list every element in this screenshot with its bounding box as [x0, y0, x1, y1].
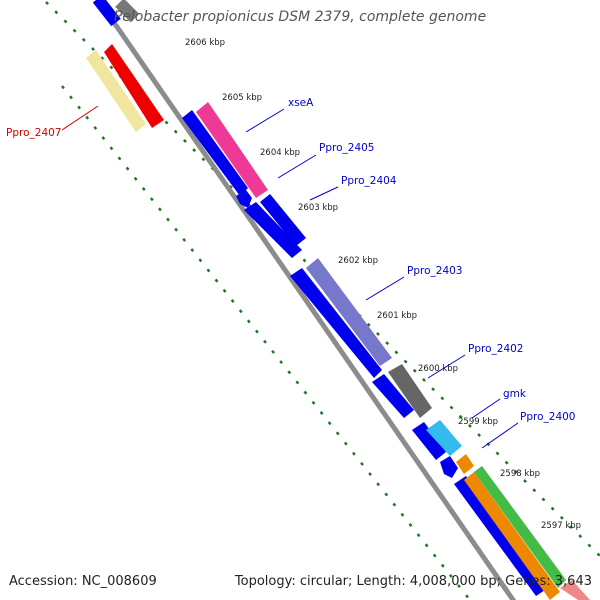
cds-inner-1[interactable] — [182, 110, 248, 196]
feature-pink[interactable] — [560, 580, 590, 600]
map-title: Pelobacter propionicus DSM 2379, complet… — [113, 9, 487, 25]
feature-orange-long[interactable] — [464, 472, 560, 600]
leader-xsea — [245, 108, 285, 133]
leader-gmk — [471, 398, 501, 419]
cds-inner-6[interactable] — [454, 476, 548, 596]
cds-inner-3[interactable] — [290, 268, 382, 378]
genome-backbone — [95, 0, 517, 600]
cds-inner-lane[interactable] — [182, 110, 548, 596]
gene-xsea[interactable] — [196, 102, 268, 198]
label-ppro-2400[interactable]: Ppro_2400 — [520, 411, 575, 423]
ruler-label: 2603 kbp — [298, 203, 338, 213]
label-ppro-2407[interactable]: Ppro_2407 — [6, 127, 61, 139]
leader-ppro-2402 — [427, 354, 466, 379]
gene-ppro-2402[interactable] — [388, 364, 432, 418]
cds-outer-lane[interactable] — [196, 102, 590, 600]
gene-ppro-2407-pale[interactable] — [86, 50, 146, 132]
ruler-label: 2599 kbp — [458, 417, 498, 427]
cds-inner-2[interactable] — [244, 202, 302, 258]
leader-ppro-2407 — [61, 105, 99, 131]
label-ppro-2402[interactable]: Ppro_2402 — [468, 343, 523, 355]
cds-inner-arrow-2[interactable] — [440, 456, 458, 478]
ruler-label: 2598 kbp — [500, 469, 540, 479]
ruler-label: 2606 kbp — [185, 38, 225, 48]
label-gmk[interactable]: gmk — [503, 388, 527, 400]
cds-inner-arrow-1[interactable] — [236, 190, 252, 208]
ruler-label: 2597 kbp — [541, 521, 581, 531]
gene-ppro-2407-red[interactable] — [104, 44, 164, 128]
inner-tick-row — [61, 85, 471, 600]
feature-green[interactable] — [474, 466, 566, 588]
ruler-label: 2600 kbp — [418, 364, 458, 374]
cds-inner-5[interactable] — [412, 422, 446, 460]
accession-text: Accession: NC_008609 — [9, 574, 157, 589]
ruler-label: 2602 kbp — [338, 256, 378, 266]
gene-ppro-2405[interactable] — [260, 194, 306, 246]
gene-ppro-2400[interactable] — [456, 454, 474, 474]
leader-ppro-2404 — [309, 186, 339, 201]
label-xsea[interactable]: xseA — [288, 97, 314, 109]
gene-gmk[interactable] — [426, 420, 462, 456]
leader-ppro-2400 — [481, 422, 519, 449]
gene-ppro-2403[interactable] — [306, 258, 392, 366]
feature-top-gray — [115, 0, 140, 23]
cds-top-fragment — [92, 0, 121, 27]
leader-ppro-2405 — [277, 154, 317, 179]
topology-text: Topology: circular; Length: 4,008,000 bp… — [234, 574, 592, 589]
label-ppro-2403[interactable]: Ppro_2403 — [407, 265, 462, 277]
ruler-label: 2605 kbp — [222, 93, 262, 103]
leader-ppro-2403 — [365, 276, 405, 301]
label-ppro-2404[interactable]: Ppro_2404 — [341, 175, 397, 187]
ruler-label: 2604 kbp — [260, 148, 300, 158]
gene-ppro-2407[interactable] — [86, 44, 164, 132]
label-leaders — [61, 105, 519, 449]
ruler-label: 2601 kbp — [377, 311, 417, 321]
ruler-labels: 2606 kbp 2605 kbp 2604 kbp 2603 kbp 2602… — [185, 38, 581, 531]
cds-inner-4[interactable] — [372, 374, 414, 418]
gene-labels[interactable]: Ppro_2407 xseA Ppro_2405 Ppro_2404 Ppro_… — [6, 97, 575, 423]
label-ppro-2405[interactable]: Ppro_2405 — [319, 142, 374, 154]
